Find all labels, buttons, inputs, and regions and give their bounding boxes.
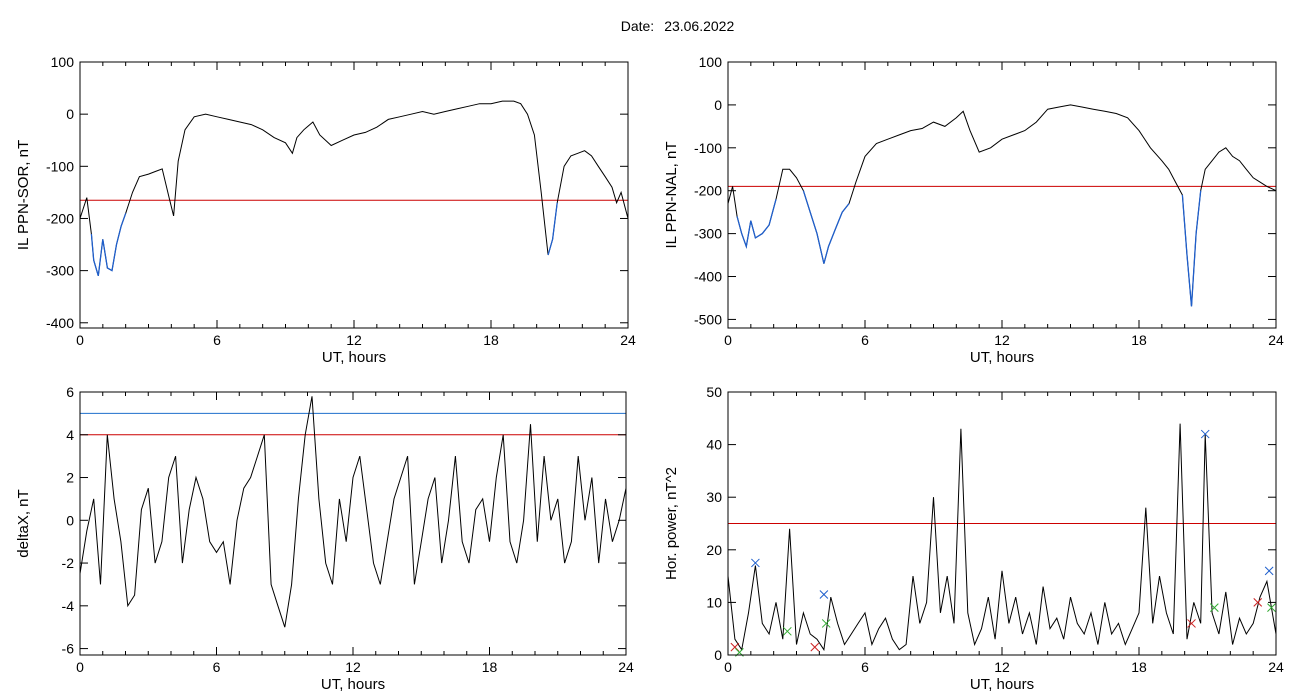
y-tick-label: 40 xyxy=(706,437,722,453)
below-threshold-segment xyxy=(1181,190,1202,307)
marker-blue xyxy=(819,590,829,599)
x-tick-label: 0 xyxy=(724,332,732,348)
plot-frame xyxy=(79,391,627,656)
y-axis-label: IL PPN-SOR, nT xyxy=(15,140,32,250)
x-tick-label: 18 xyxy=(482,659,498,675)
y-tick-label: 100 xyxy=(51,54,75,70)
series-line xyxy=(80,100,628,276)
y-tick-label: 0 xyxy=(714,647,722,663)
chart-panel-3: 0 6 12 18 24 6 4 2 0 -2 -4 -6 UT, hours deltaX, nT xyxy=(15,384,634,693)
marker-red xyxy=(1187,619,1196,628)
x-tick-label: 18 xyxy=(1131,659,1147,675)
y-tick-label: -300 xyxy=(694,226,722,242)
x-tick-label: 0 xyxy=(76,332,84,348)
x-tick-label: 12 xyxy=(346,332,362,348)
x-tick-label: 18 xyxy=(483,332,499,348)
x-axis-label: UT, hours xyxy=(322,349,386,366)
x-tick-label: 24 xyxy=(1268,659,1284,675)
y-tick-label: -200 xyxy=(46,210,74,226)
below-threshold-segment xyxy=(90,213,127,276)
x-tick-label: 6 xyxy=(213,332,221,348)
y-tick-label: 0 xyxy=(714,97,722,113)
below-threshold-segment xyxy=(547,202,558,256)
x-axis-label: UT, hours xyxy=(321,676,385,693)
y-tick-label: -500 xyxy=(694,311,722,327)
y-tick-label: 20 xyxy=(706,542,722,558)
y-tick-label: 0 xyxy=(66,106,74,122)
x-tick-label: 0 xyxy=(76,659,84,675)
y-tick-label: 2 xyxy=(66,470,74,486)
x-tick-label: 6 xyxy=(213,659,221,675)
y-tick-label: -100 xyxy=(694,140,722,156)
chart-panel-2: 0 6 12 18 24 100 0 -100 -200 -300 -400 -500 UT, hour… xyxy=(663,54,1284,366)
below-threshold-segment xyxy=(736,199,777,250)
x-tick-label: 0 xyxy=(724,659,732,675)
y-axis-label: deltaX, nT xyxy=(15,489,32,557)
y-tick-label: 4 xyxy=(66,427,74,443)
y-tick-label: -300 xyxy=(46,263,74,279)
plot-frame xyxy=(727,61,1277,329)
x-tick-label: 18 xyxy=(1131,332,1147,348)
marker-red xyxy=(810,642,820,652)
y-tick-label: 100 xyxy=(699,54,723,70)
chart-panel-1: 0 6 12 18 24 100 0 -100 -200 -300 -400 UT, hours IL … xyxy=(15,54,636,366)
x-tick-label: 24 xyxy=(618,659,634,675)
y-tick-label: 50 xyxy=(706,384,722,400)
x-tick-label: 12 xyxy=(345,659,361,675)
x-tick-label: 24 xyxy=(1268,332,1284,348)
y-tick-label: -100 xyxy=(46,158,74,174)
marker-green xyxy=(1267,603,1276,613)
x-axis-label: UT, hours xyxy=(970,676,1034,693)
marker-green xyxy=(821,619,831,628)
x-axis-label: UT, hours xyxy=(970,349,1034,366)
y-tick-label: 30 xyxy=(706,489,722,505)
y-axis-label: Hor. power, nT^2 xyxy=(663,467,680,580)
y-tick-label: -2 xyxy=(62,555,75,571)
x-tick-label: 6 xyxy=(861,332,869,348)
date-value: 23.06.2022 xyxy=(664,18,735,34)
marker-blue xyxy=(751,558,760,568)
page-title: Date: 23.06.2022 xyxy=(0,18,1300,34)
marker-blue xyxy=(1200,429,1210,439)
below-threshold-segment xyxy=(802,190,850,264)
y-tick-label: 6 xyxy=(66,384,74,400)
x-tick-label: 6 xyxy=(861,659,869,675)
y-tick-label: 0 xyxy=(66,512,74,528)
y-tick-label: 10 xyxy=(706,594,722,610)
marker-green xyxy=(1209,603,1219,613)
x-tick-label: 12 xyxy=(994,332,1010,348)
plot-frame xyxy=(79,61,629,329)
series-line xyxy=(728,423,1276,652)
y-tick-label: -200 xyxy=(694,183,722,199)
chart-panel-4: 0 6 12 18 24 50 40 30 20 10 0 UT, hours Hor. power, … xyxy=(663,384,1284,693)
y-tick-label: -400 xyxy=(46,315,74,331)
date-label: Date: xyxy=(620,18,655,34)
y-tick-label: -6 xyxy=(62,641,75,657)
y-tick-label: -4 xyxy=(62,598,75,614)
x-tick-label: 12 xyxy=(994,659,1010,675)
x-tick-label: 24 xyxy=(620,332,636,348)
marker-red xyxy=(1253,598,1263,607)
y-tick-label: -400 xyxy=(694,269,722,285)
marker-green xyxy=(783,626,792,636)
y-axis-label: IL PPN-NAL, nT xyxy=(663,142,680,249)
marker-blue xyxy=(1264,566,1274,576)
series-line xyxy=(80,396,626,628)
